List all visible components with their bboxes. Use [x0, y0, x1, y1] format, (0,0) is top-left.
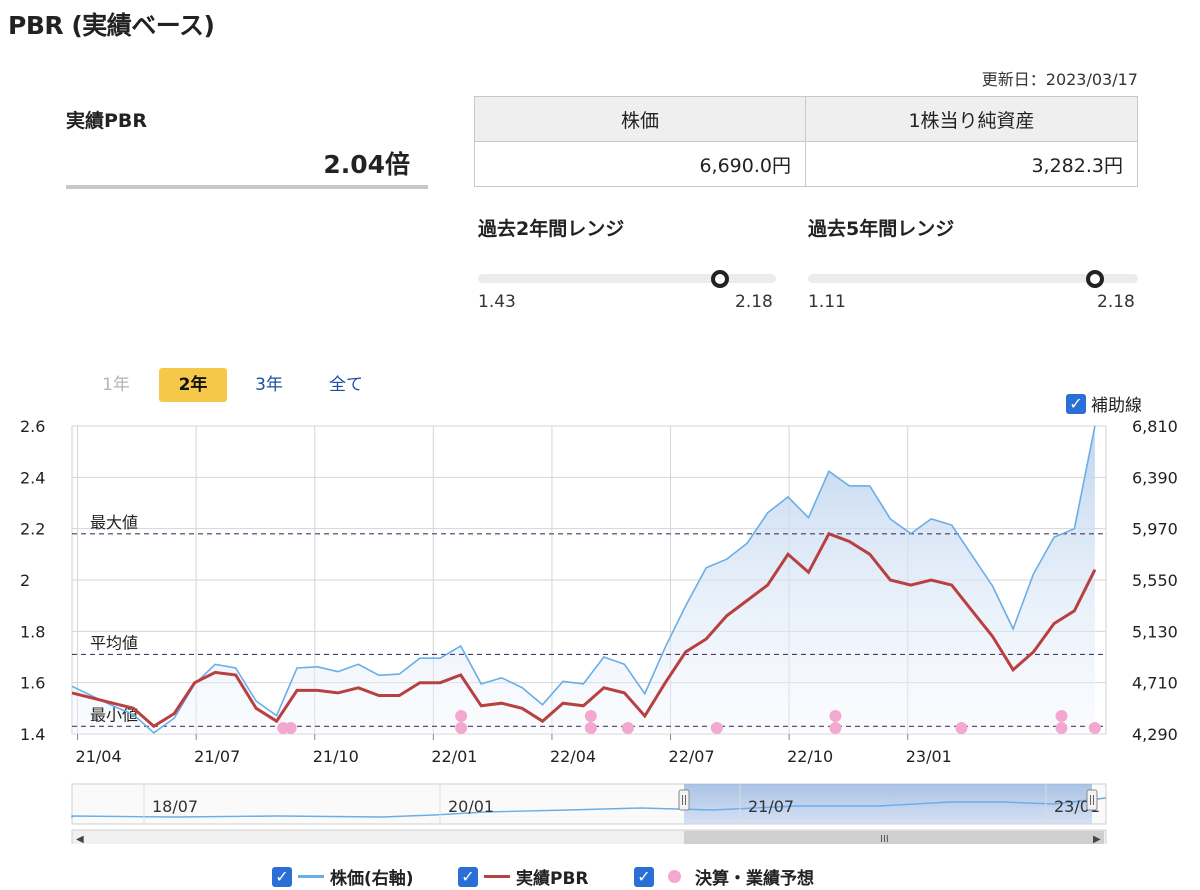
x-tick-label: 22/04 — [550, 747, 596, 766]
tab-1y[interactable]: 1年 — [102, 375, 130, 395]
reference-line-label: 最小値 — [90, 705, 138, 724]
legend-earnings[interactable]: ✓ 決算・業績予想 — [634, 864, 814, 889]
aux-lines-checkbox[interactable]: ✓ — [1066, 393, 1086, 414]
y-right-tick-label: 5,130 — [1132, 622, 1178, 641]
y-left-tick-label: 2.4 — [20, 468, 45, 487]
earnings-dot — [455, 722, 468, 734]
price-info-table: 株価 1株当り純資産 6,690.0円 3,282.3円 — [474, 96, 1138, 187]
x-tick-label: 21/07 — [194, 747, 240, 766]
y-right-tick-label: 4,290 — [1132, 725, 1178, 744]
navigator-tick-label: 20/01 — [448, 797, 494, 816]
earnings-dot — [1055, 722, 1068, 734]
y-right-tick-label: 6,810 — [1132, 417, 1178, 436]
header-stock-price: 株価 — [474, 96, 806, 142]
earnings-dot — [1088, 722, 1101, 734]
earnings-dot — [829, 710, 842, 722]
earnings-dot — [955, 722, 968, 734]
pbr-label: 実績PBR — [66, 110, 148, 132]
legend-stock-price[interactable]: ✓ 株価(右軸) — [272, 864, 414, 889]
scrollbar-thumb[interactable] — [684, 831, 1104, 844]
y-right-tick-label: 6,390 — [1132, 468, 1178, 487]
scrollbar-grip-icon: III — [880, 834, 889, 844]
legend-pbr-checkbox[interactable]: ✓ — [458, 866, 478, 887]
range-2y-title: 過去2年間レンジ — [478, 218, 625, 240]
earnings-dot — [584, 722, 597, 734]
reference-line-label: 平均値 — [90, 633, 138, 652]
x-tick-label: 21/10 — [313, 747, 359, 766]
book-value-value: 3,282.3円 — [805, 141, 1138, 187]
y-left-tick-label: 1.4 — [20, 725, 45, 744]
earnings-dot — [455, 710, 468, 722]
y-left-tick-label: 1.8 — [20, 622, 45, 641]
stock-price-area — [72, 426, 1095, 734]
tab-2y[interactable]: 2年 — [159, 368, 227, 402]
legend-earnings-checkbox[interactable]: ✓ — [634, 866, 654, 887]
stock-price-line — [71, 425, 1096, 734]
x-tick-label: 22/10 — [787, 747, 833, 766]
navigator-handle[interactable] — [1086, 789, 1098, 811]
pbr-line — [71, 531, 1097, 729]
legend-earnings-dot-icon — [668, 870, 681, 883]
header-book-value: 1株当り純資産 — [805, 96, 1138, 142]
legend-pbr[interactable]: ✓ 実績PBR — [458, 864, 589, 889]
range-5y-knob — [1085, 270, 1104, 288]
y-left-tick-label: 2.6 — [20, 417, 45, 436]
earnings-dot — [1055, 710, 1068, 722]
aux-lines-toggle[interactable]: ✓ 補助線 — [1066, 391, 1142, 416]
legend-earnings-label: 決算・業績予想 — [695, 869, 814, 889]
stock-price-value: 6,690.0円 — [474, 141, 806, 187]
y-left-tick-label: 2.2 — [20, 520, 45, 539]
y-left-tick-label: 2 — [20, 571, 30, 590]
page-title: PBR (実績ベース) — [8, 11, 215, 40]
y-left-tick-label: 1.6 — [20, 674, 45, 693]
aux-lines-label: 補助線 — [1091, 396, 1142, 416]
navigator-tick-label: 21/07 — [748, 797, 794, 816]
x-tick-label: 22/01 — [431, 747, 477, 766]
legend-stock-checkbox[interactable]: ✓ — [272, 866, 292, 887]
earnings-dot — [584, 710, 597, 722]
range-2y-knob — [711, 270, 730, 288]
range-2y-min: 1.43 — [478, 292, 516, 312]
legend-stock-label: 株価(右軸) — [330, 869, 414, 889]
y-right-tick-label: 5,550 — [1132, 571, 1178, 590]
updated-date: 更新日：2023/03/17 — [981, 70, 1138, 89]
pbr-underline — [66, 185, 428, 189]
range-5y-max: 2.18 — [1097, 292, 1135, 312]
navigator-handle[interactable] — [678, 789, 690, 811]
reference-line-label: 最大値 — [90, 513, 138, 532]
navigator-line — [71, 797, 1107, 818]
range-2y-track — [478, 274, 776, 283]
earnings-dot — [710, 722, 723, 734]
x-tick-label: 21/04 — [76, 747, 122, 766]
y-right-tick-label: 5,970 — [1132, 520, 1178, 539]
legend-stock-line-icon — [298, 875, 324, 878]
range-2y-max: 2.18 — [735, 292, 773, 312]
x-tick-label: 22/07 — [669, 747, 715, 766]
tab-3y[interactable]: 3年 — [255, 375, 283, 395]
earnings-dot — [284, 722, 297, 734]
navigator-tick-label: 18/07 — [152, 797, 198, 816]
scroll-right-icon[interactable]: ▶ — [1093, 834, 1101, 844]
earnings-dot — [829, 722, 842, 734]
x-tick-label: 23/01 — [906, 747, 952, 766]
range-5y-title: 過去5年間レンジ — [808, 218, 955, 240]
pbr-value: 2.04倍 — [323, 150, 410, 179]
earnings-dot — [621, 722, 634, 734]
legend-pbr-label: 実績PBR — [516, 869, 589, 889]
legend-pbr-line-icon — [484, 875, 510, 878]
tab-all[interactable]: 全て — [329, 375, 363, 395]
range-5y-track — [808, 274, 1138, 283]
scroll-left-icon[interactable]: ◀ — [76, 834, 84, 844]
range-5y-min: 1.11 — [808, 292, 846, 312]
navigator-selection — [684, 784, 1092, 824]
y-right-tick-label: 4,710 — [1132, 674, 1178, 693]
